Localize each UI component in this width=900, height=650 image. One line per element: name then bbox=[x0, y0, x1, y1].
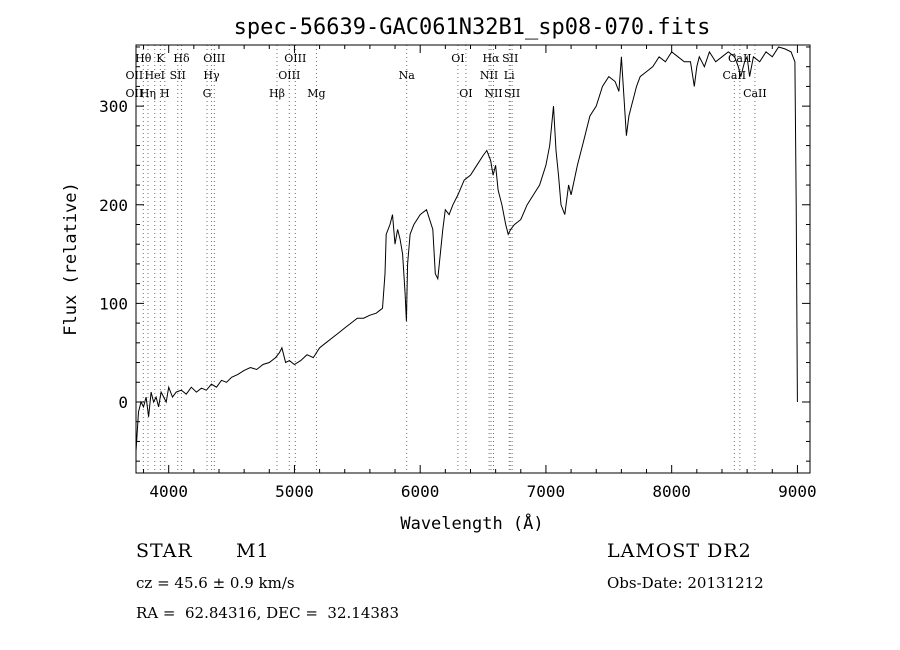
x-tick-label-2: 6000 bbox=[401, 482, 440, 501]
line-label-10: Hγ bbox=[203, 69, 220, 82]
y-tick-label-1: 100 bbox=[99, 294, 128, 313]
line-label-3: K bbox=[156, 52, 165, 65]
line-label-27: CaII bbox=[743, 87, 767, 100]
x-axis-label: Wavelength (Å) bbox=[400, 512, 543, 534]
y-axis-label: Flux (relative) bbox=[61, 182, 81, 336]
line-label-21: NII bbox=[480, 69, 498, 82]
line-label-12: OIII bbox=[284, 52, 306, 65]
line-label-22: Li bbox=[504, 69, 515, 82]
line-label-5: Hη bbox=[140, 87, 156, 100]
line-label-16: Na bbox=[399, 69, 416, 82]
x-tick-label-0: 4000 bbox=[149, 482, 188, 501]
line-label-13: OIII bbox=[278, 69, 300, 82]
line-label-20: SII bbox=[502, 52, 518, 65]
object-class: M1 bbox=[236, 540, 270, 562]
x-tick-label-1: 5000 bbox=[275, 482, 314, 501]
line-label-9: OIII bbox=[203, 52, 225, 65]
line-label-0: Hθ bbox=[135, 52, 152, 65]
line-label-14: Hβ bbox=[269, 87, 285, 100]
line-label-1: OII bbox=[126, 69, 144, 82]
line-label-4: HeI bbox=[145, 69, 165, 82]
x-tick-label-4: 8000 bbox=[652, 482, 691, 501]
line-label-18: OI bbox=[459, 87, 472, 100]
x-tick-label-3: 7000 bbox=[527, 482, 566, 501]
plot-frame bbox=[135, 44, 811, 474]
y-tick-label-3: 300 bbox=[99, 97, 128, 116]
object-type: STAR bbox=[136, 540, 193, 562]
emission-line-markers bbox=[142, 45, 756, 473]
line-label-15: Mg bbox=[307, 87, 325, 100]
chart-title: spec-56639-GAC061N32B1_sp08-070.fits bbox=[234, 15, 711, 40]
sky-coordinates: RA = 62.84316, DEC = 32.14383 bbox=[136, 604, 400, 622]
x-axis: 4000 5000 6000 7000 8000 9000 bbox=[143, 45, 817, 501]
y-tick-label-0: 0 bbox=[118, 393, 128, 412]
line-label-11: G bbox=[203, 87, 212, 100]
redshift-value: cz = 45.6 ± 0.9 km/s bbox=[136, 574, 295, 592]
y-tick-label-2: 200 bbox=[99, 196, 128, 215]
line-label-19: Hα bbox=[482, 52, 500, 65]
spectrum-chart: spec-56639-GAC061N32B1_sp08-070.fits Hθ O… bbox=[61, 15, 817, 534]
line-label-8: Hδ bbox=[173, 52, 190, 65]
line-label-6: SII bbox=[170, 69, 186, 82]
line-label-17: OI bbox=[451, 52, 464, 65]
spectrum-line bbox=[135, 46, 798, 452]
observation-date: Obs-Date: 20131212 bbox=[607, 574, 764, 592]
line-label-24: SII bbox=[504, 87, 520, 100]
line-label-7: H bbox=[160, 87, 170, 100]
line-label-25: CaII bbox=[728, 52, 752, 65]
line-label-2: OII bbox=[126, 87, 144, 100]
line-label-23: NII bbox=[484, 87, 502, 100]
line-label-26: CaII bbox=[722, 69, 746, 82]
survey-name: LAMOST DR2 bbox=[607, 540, 752, 562]
x-tick-label-5: 9000 bbox=[778, 482, 817, 501]
y-axis: 0 100 200 300 bbox=[99, 46, 810, 462]
